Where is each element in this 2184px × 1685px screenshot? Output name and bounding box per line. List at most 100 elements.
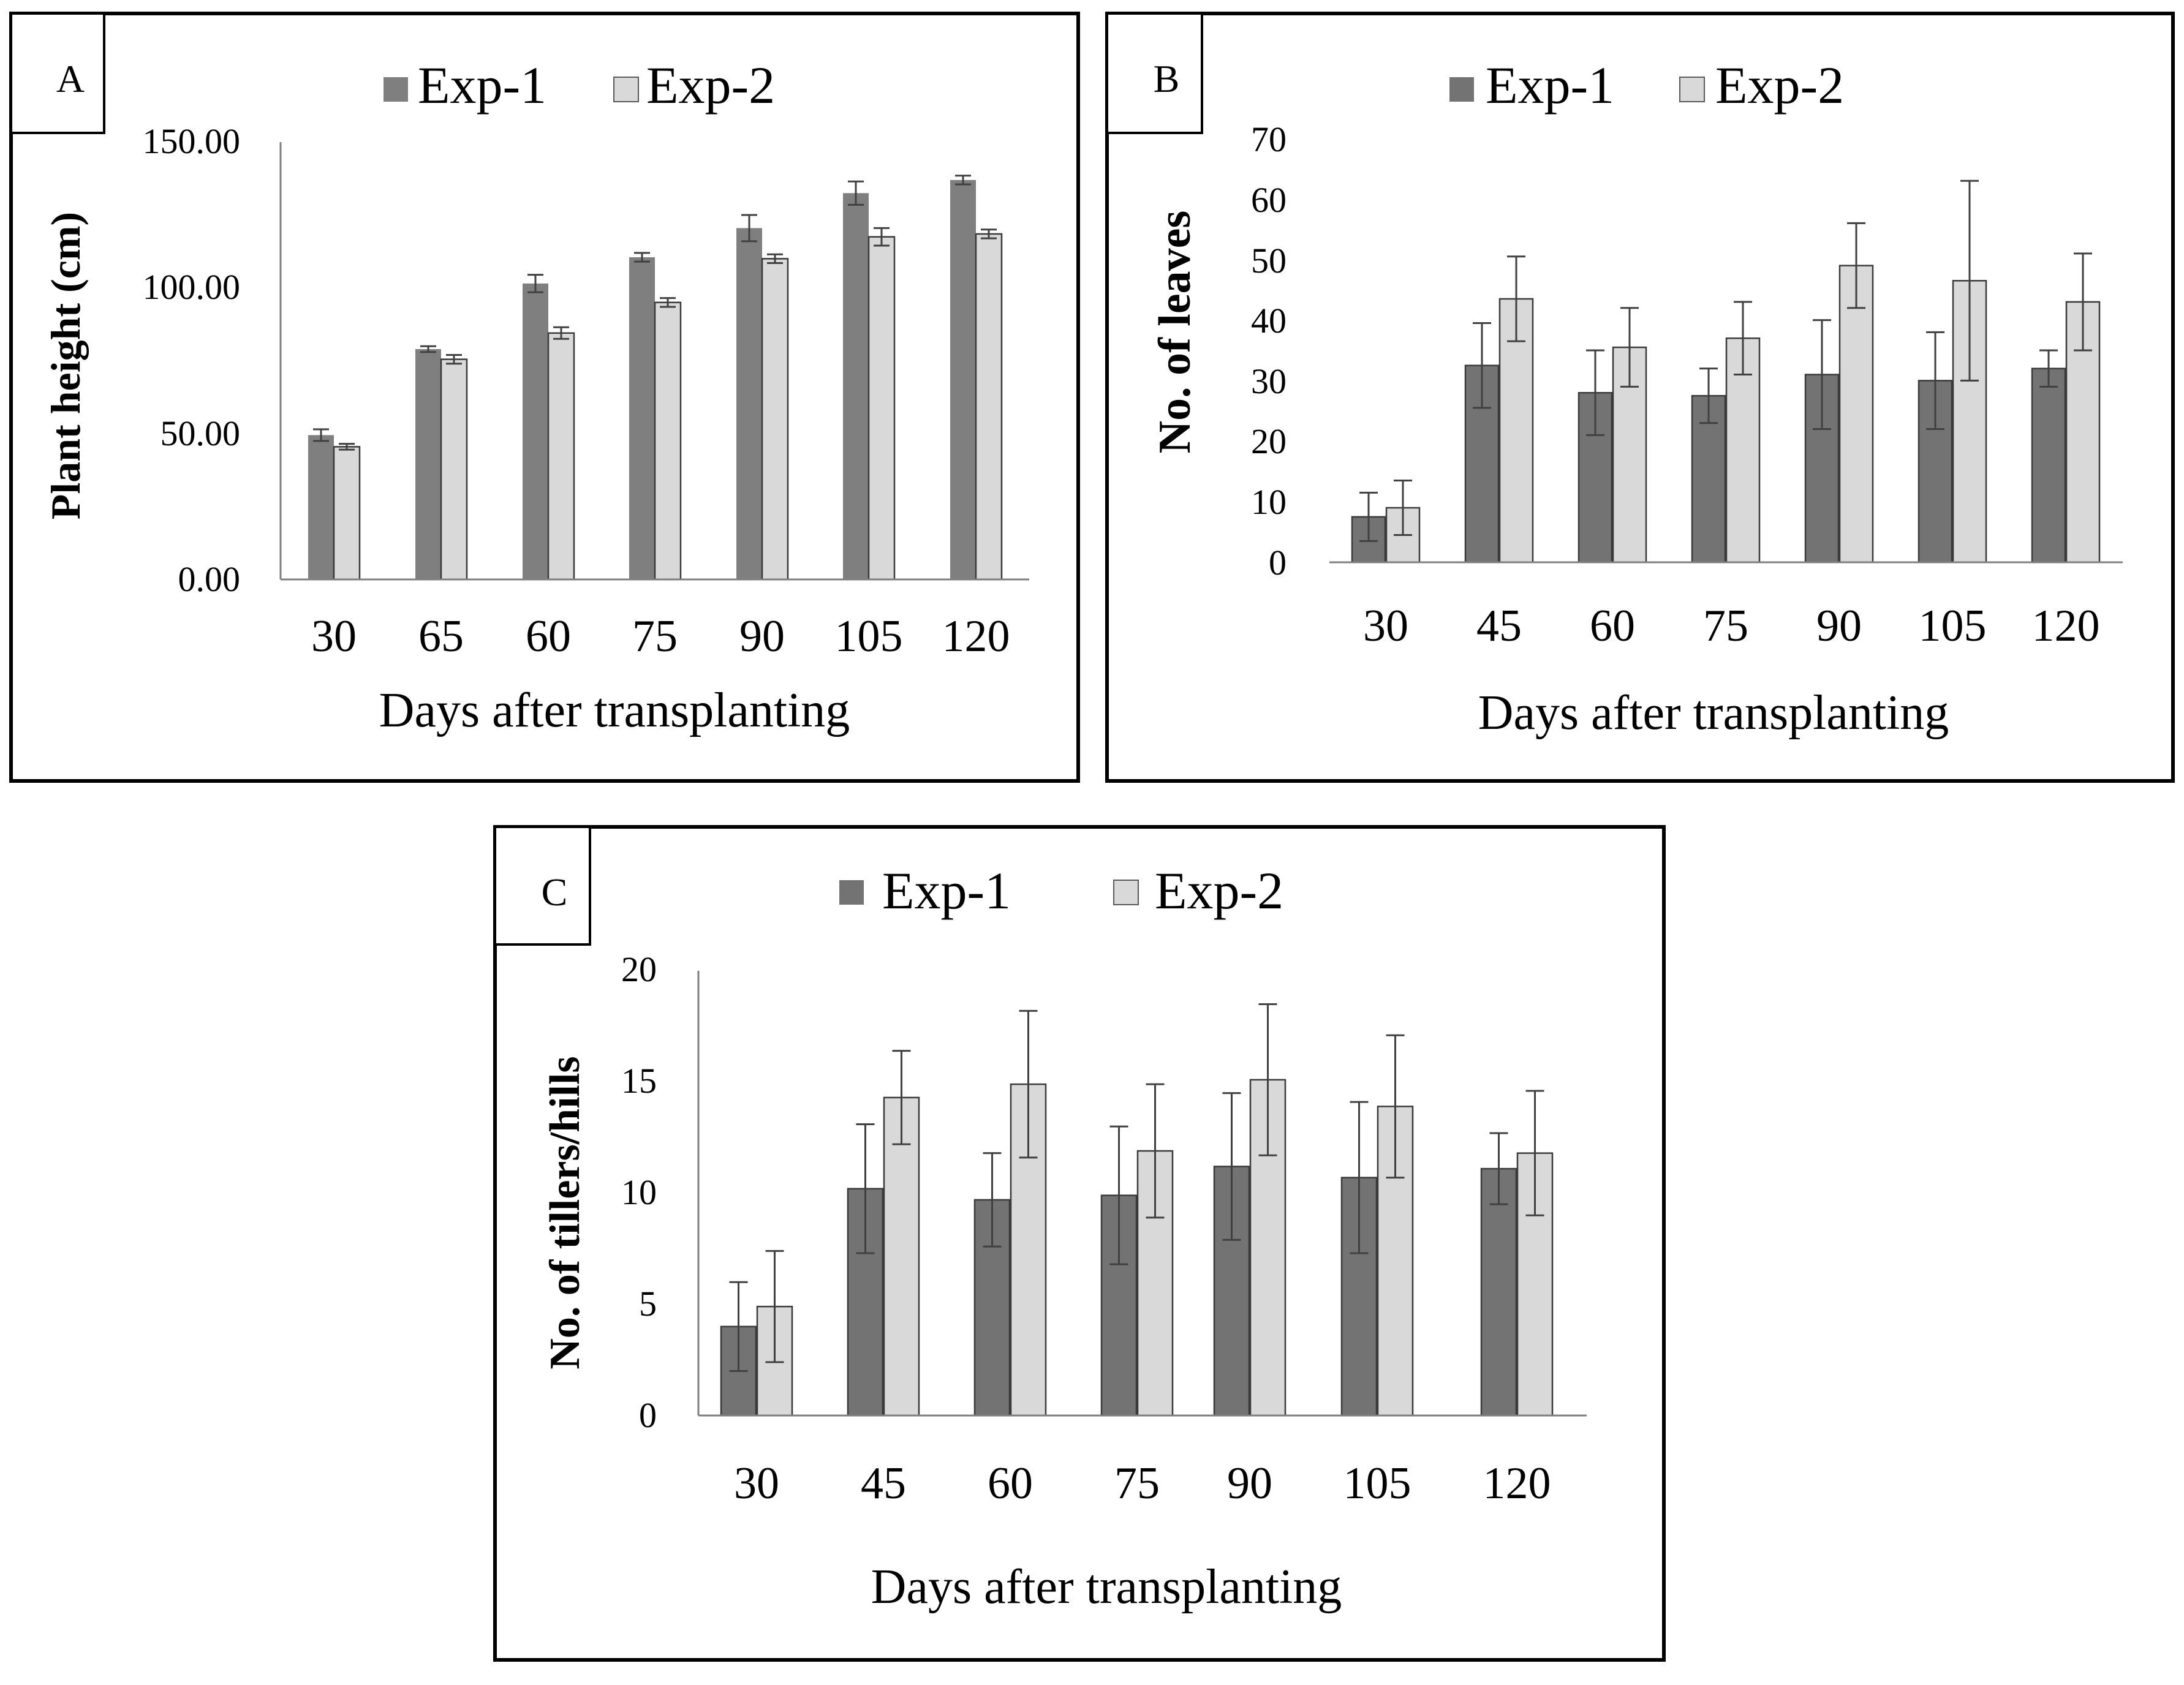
panel-a-error-bar-exp2-65 xyxy=(446,353,462,365)
panel-b-x-axis-title: Days after transplanting xyxy=(1478,686,1949,740)
panel-c-y-tick-label: 20 xyxy=(621,949,657,989)
panel-c-bar-exp1-120 xyxy=(1480,1167,1517,1417)
panel-c-x-tick-label: 30 xyxy=(734,1458,779,1509)
panel-c-frame xyxy=(493,825,1666,1662)
panel-b-x-tick-label: 105 xyxy=(1919,601,1987,651)
panel-a-legend-exp2-label: Exp-2 xyxy=(646,56,775,115)
panel-c-legend-exp1-swatch xyxy=(839,880,864,905)
panel-a-error-bar-exp1-60 xyxy=(527,274,543,293)
panel-c-error-bar-exp2-105 xyxy=(1386,1034,1405,1179)
panel-c-x-tick-label: 120 xyxy=(1483,1458,1551,1509)
panel-a-bar-exp1-105 xyxy=(843,193,869,579)
panel-a-error-bar-exp2-75 xyxy=(660,297,676,308)
panel-b-error-bar-exp1-90 xyxy=(1813,319,1831,431)
panel-c-x-ticks: 30 45 60 75 90 105 120 xyxy=(734,1458,1551,1509)
panel-b-error-bar-exp1-75 xyxy=(1699,368,1718,424)
panel-b-y-tick-label: 50 xyxy=(1251,241,1287,281)
panel-a-error-bar-exp2-90 xyxy=(767,253,783,265)
panel-b-bar-exp2-90 xyxy=(1838,265,1874,564)
panel-c-y-ticks: 0 5 10 15 20 xyxy=(621,949,657,1435)
panel-a-bar-exp2-60 xyxy=(547,332,575,581)
panel-a-x-tick-label: 105 xyxy=(835,611,903,662)
panel-a-x-tick-label: 120 xyxy=(942,611,1010,662)
panel-b-y-tick-label: 40 xyxy=(1251,301,1287,341)
panel-a-y-axis-title: Plant height (cm) xyxy=(42,212,89,519)
panel-c-label-box xyxy=(494,826,591,946)
panel-c-y-tick-label: 10 xyxy=(621,1172,657,1212)
panel-b-legend-exp1-label: Exp-1 xyxy=(1486,56,1614,115)
panel-b-error-bar-exp2-30 xyxy=(1394,480,1412,537)
panel-c-y-tick-label: 0 xyxy=(639,1395,657,1435)
panel-a-x-tick-label: 30 xyxy=(311,611,357,662)
panel-b-x-tick-label: 45 xyxy=(1476,601,1522,651)
panel-c-error-bar-exp2-60 xyxy=(1019,1009,1038,1159)
panel-a-error-bar-exp1-105 xyxy=(848,180,864,206)
panel-c-bar-exp1-60 xyxy=(973,1199,1011,1417)
panel-b-error-bar-exp2-75 xyxy=(1734,301,1752,376)
panel-b-x-tick-label: 30 xyxy=(1363,601,1408,651)
panel-b-y-axis-title: No. of leaves xyxy=(1150,211,1200,454)
panel-b-y-ticks: 0 10 20 30 40 50 60 70 xyxy=(1251,119,1287,582)
panel-b-error-bar-exp1-45 xyxy=(1473,322,1491,409)
panel-a-legend-exp1-swatch xyxy=(384,77,408,102)
panel-c-error-bar-exp1-30 xyxy=(729,1281,748,1372)
panel-a-legend: Exp-1 Exp-2 xyxy=(384,56,775,115)
panel-c-legend: Exp-1 Exp-2 xyxy=(839,861,1283,920)
panel-b-y-tick-label: 30 xyxy=(1251,361,1287,401)
panel-b-error-bar-exp2-60 xyxy=(1620,307,1639,388)
panel-c-error-bar-exp1-120 xyxy=(1489,1132,1508,1205)
panel-a-label: A xyxy=(56,57,85,100)
panel-b-plot-area xyxy=(1351,179,2101,564)
panel-b-legend-exp2-label: Exp-2 xyxy=(1715,56,1844,115)
panel-c-error-bar-exp2-90 xyxy=(1258,1003,1277,1156)
panel-c-error-bar-exp1-60 xyxy=(983,1152,1002,1248)
panel-a-error-bar-exp1-90 xyxy=(741,214,757,243)
panel-c-bar-exp2-45 xyxy=(883,1096,920,1417)
panel-b-label: B xyxy=(1154,57,1180,100)
panel-c-x-axis-title: Days after transplanting xyxy=(871,1560,1342,1614)
panel-a-bar-exp1-65 xyxy=(415,349,441,579)
panel-b-y-tick-label: 60 xyxy=(1251,180,1287,220)
panel-c-legend-exp2-label: Exp-2 xyxy=(1155,861,1283,920)
panel-c-x-tick-label: 60 xyxy=(988,1458,1033,1509)
panel-b-legend-exp2-swatch xyxy=(1679,77,1705,102)
panel-a-y-tick-label: 150.00 xyxy=(143,121,241,161)
panel-b-error-bar-exp2-120 xyxy=(2074,252,2092,352)
panel-a-y-ticks: 0.00 50.00 100.00 150.00 xyxy=(143,121,241,599)
panel-c-x-tick-label: 90 xyxy=(1227,1458,1272,1509)
panel-a-y-tick-label: 100.00 xyxy=(143,267,241,307)
panel-b-error-bar-exp2-105 xyxy=(1960,179,1979,382)
panel-a-legend-exp2-swatch xyxy=(613,77,639,102)
panel-c-x-tick-label: 105 xyxy=(1343,1458,1411,1509)
panel-a: A Exp-1 Exp-2 Plant height (cm) 0.00 50.… xyxy=(9,12,1080,783)
panel-b-error-bar-exp2-90 xyxy=(1847,222,1865,309)
panel-b-legend: Exp-1 Exp-2 xyxy=(1449,56,1844,115)
panel-b: B Exp-1 Exp-2 No. of leaves 0 10 20 30 4… xyxy=(1105,12,2175,783)
panel-a-bar-exp2-65 xyxy=(440,358,468,581)
panel-b-x-tick-label: 60 xyxy=(1590,601,1635,651)
panel-a-error-bar-exp1-30 xyxy=(313,428,329,442)
panel-a-x-tick-label: 75 xyxy=(632,611,678,662)
panel-a-bar-exp1-60 xyxy=(523,283,548,579)
panel-a-x-tick-label: 90 xyxy=(739,611,785,662)
panel-c-plot-area xyxy=(720,1003,1554,1417)
panel-c-y-tick-label: 15 xyxy=(621,1061,657,1101)
panel-b-y-tick-label: 0 xyxy=(1269,543,1287,582)
panel-b-bar-exp2-45 xyxy=(1498,298,1534,564)
panel-a-error-bar-exp2-120 xyxy=(981,228,997,239)
panel-a-error-bar-exp1-75 xyxy=(634,252,650,263)
panel-a-bar-exp2-90 xyxy=(761,258,789,581)
panel-b-error-bar-exp1-105 xyxy=(1926,331,1944,431)
panel-b-x-tick-label: 90 xyxy=(1816,601,1862,651)
panel-a-x-tick-label: 60 xyxy=(526,611,571,662)
panel-c-error-bar-exp1-90 xyxy=(1222,1092,1241,1241)
panel-a-label-box xyxy=(10,12,105,134)
panel-a-x-axis-title: Days after transplanting xyxy=(379,684,850,737)
panel-c-error-bar-exp1-45 xyxy=(856,1123,875,1254)
panel-a-legend-exp1-label: Exp-1 xyxy=(418,56,546,115)
panel-b-x-tick-label: 75 xyxy=(1703,601,1748,651)
panel-a-error-bar-exp2-105 xyxy=(874,227,890,247)
panel-b-bar-exp1-120 xyxy=(2031,368,2066,564)
panel-a-y-tick-label: 50.00 xyxy=(161,413,241,453)
